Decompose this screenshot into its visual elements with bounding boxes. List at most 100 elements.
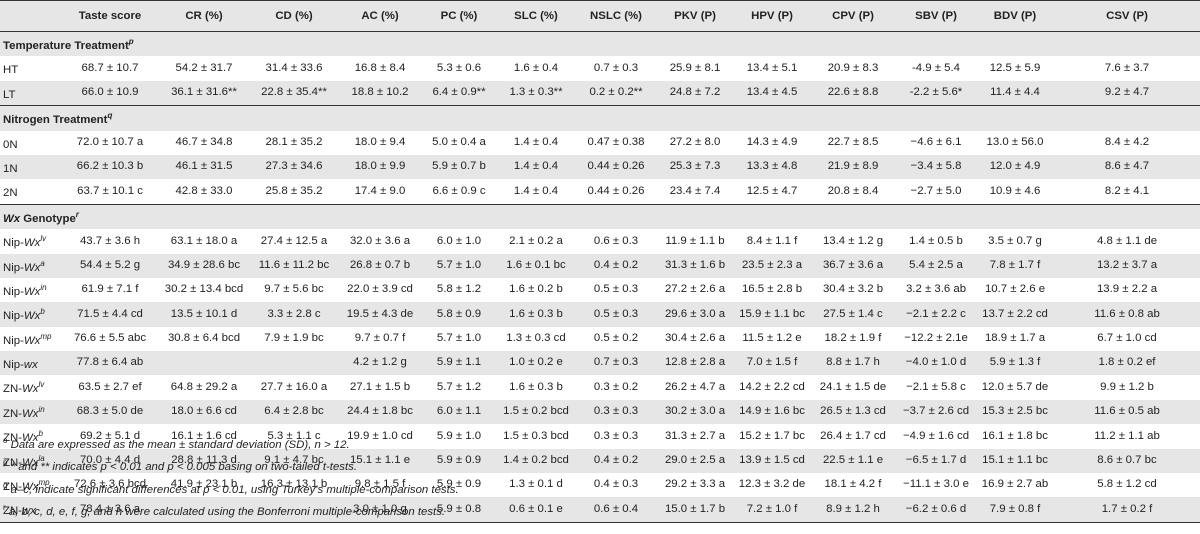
table-cell: 27.4 ± 12.5 a <box>260 234 328 247</box>
table-cell: 5.7 ± 1.0 <box>436 332 482 345</box>
table-cell: 20.8 ± 8.4 <box>810 179 896 205</box>
table-cell: 27.5 ± 1.4 c <box>810 302 896 327</box>
table-cell: 9.9 ± 1.2 b <box>1100 380 1154 393</box>
table-cell: 41.9 ± 23.1 b <box>170 478 238 491</box>
table-cell: −11.1 ± 3.0 e <box>903 478 969 491</box>
table-cell: 19.5 ± 4.3 de <box>338 302 422 327</box>
table-row: ZN-Wxin 68.3 ± 5.0 de 18.0 ± 6.6 cd 6.4 ± 2… <box>0 399 1200 425</box>
table-cell: 5.9 ± 0.7 b <box>422 154 496 180</box>
row-label-text: ZN-Wx <box>3 383 39 396</box>
header-cell: CSV (P) <box>1054 0 1200 32</box>
table-cell: 1.6 ± 0.4 <box>513 61 559 74</box>
table-cell: 26.5 ± 1.3 cd <box>810 399 896 425</box>
table-cell: 11.9 ± 1.1 b <box>665 234 725 247</box>
row-label-text: ZN-Wx <box>3 480 39 493</box>
table-cell: 11.5 ± 1.2 e <box>742 332 802 345</box>
table-cell: 27.3 ± 34.6 <box>250 154 338 180</box>
table-row: Nip-Wxin 61.9 ± 7.1 f 30.2 ± 13.4 bcd 9.7 ±… <box>0 278 1200 302</box>
table-cell: 1.6 ± 0.2 b <box>509 283 563 296</box>
section-title: Temperature Treatmentp <box>0 31 1200 57</box>
table-cell: 30.4 ± 3.2 b <box>822 283 884 296</box>
table-cell: 10.9 ± 4.6 <box>976 179 1054 205</box>
table-cell: 54.2 ± 31.7 <box>175 61 233 74</box>
row-label: Nip-Wxmp <box>0 327 62 351</box>
row-label: HT <box>0 56 62 80</box>
table-cell: 6.0 ± 1.0 <box>436 234 482 247</box>
header-cell: CPV (P) <box>810 0 896 32</box>
table-cell: 1.3 ± 0.3** <box>496 80 576 107</box>
table-cell: 1.6 ± 0.1 bc <box>496 253 576 278</box>
table-cell: 78.4 ± 3.6 a <box>62 497 158 523</box>
table-cell: 31.4 ± 33.6 <box>265 61 323 74</box>
table-cell: 19.9 ± 1.0 cd <box>347 429 413 442</box>
table-cell: 0.7 ± 0.3 <box>576 351 656 376</box>
table-cell: 6.6 ± 0.9 c <box>422 179 496 205</box>
table-cell: −4.0 ± 1.0 d <box>896 351 976 376</box>
table-cell: 0.5 ± 0.3 <box>576 302 656 327</box>
section-title-superscript: p <box>128 37 134 46</box>
table-cell: 3.0 ± 1.0 g <box>338 497 422 523</box>
table-cell: 0.4 ± 0.2 <box>576 448 656 474</box>
header-cell: BDV (P) <box>976 0 1054 32</box>
table-cell: 29.0 ± 2.5 a <box>656 448 734 474</box>
data-table: Taste score CR (%) CD (%) AC (%) PC (%) SLC (… <box>0 0 1200 523</box>
table-cell: 6.7 ± 1.0 cd <box>1097 332 1157 345</box>
table-cell: 16.9 ± 2.7 ab <box>981 478 1049 491</box>
table-cell: 16.5 ± 2.8 b <box>741 283 803 296</box>
row-label-superscript: mp <box>38 478 50 488</box>
table-cell: 16.1 ± 1.6 cd <box>171 429 237 442</box>
table-cell: 30.2 ± 3.0 a <box>656 399 734 425</box>
table-cell: 2.1 ± 0.2 a <box>509 234 563 247</box>
table-cell: 4.2 ± 1.2 g <box>338 351 422 376</box>
table-cell: 21.9 ± 8.9 <box>810 154 896 180</box>
table-cell: 5.8 ± 1.2 <box>436 283 482 296</box>
table-cell: 5.9 ± 0.9 <box>436 478 482 491</box>
footnote: p * and ** indicates p < 0.01 and p < 0.… <box>3 454 459 476</box>
row-label: ZN-wx <box>0 497 62 523</box>
table-cell: 4.8 ± 1.1 de <box>1096 234 1158 247</box>
table-cell: 18.8 ± 10.2 <box>338 80 422 107</box>
table-body: Temperature Treatmentp HT 68.7 ± 10.7 54.2 … <box>0 31 1200 523</box>
table-cell: 1.4 ± 0.5 b <box>909 234 963 247</box>
footnote-text: a–c, indicate significant differences at… <box>10 483 459 496</box>
table-cell: −2.1 ± 5.8 c <box>906 380 966 393</box>
table-cell: −6.2 ± 0.6 d <box>896 497 976 523</box>
table-cell: −2.7 ± 5.0 <box>896 179 976 205</box>
table-cell <box>158 351 250 376</box>
section-title: Wx Genotyper <box>0 204 1200 230</box>
table-cell: 0.3 ± 0.2 <box>593 380 639 393</box>
row-label: ZN-Wxlv <box>0 375 62 399</box>
footnote-text: a, b, c, d, e, f, g, and h were calculat… <box>8 505 446 518</box>
table-cell: 22.7 ± 8.5 <box>827 135 879 148</box>
table-cell: −6.5 ± 1.7 d <box>896 448 976 474</box>
table-cell: 63.1 ± 18.0 a <box>170 234 238 247</box>
table-cell: 13.9 ± 2.2 a <box>1096 283 1158 296</box>
table-cell: 5.9 ± 0.9 <box>422 448 496 474</box>
table-cell: 54.4 ± 5.2 g <box>62 253 158 278</box>
table-cell: 0.6 ± 0.1 e <box>496 497 576 523</box>
row-label: Nip-Wxa <box>0 253 62 278</box>
table-cell: 18.0 ± 9.4 <box>354 135 406 148</box>
footnote-mark: r <box>3 502 6 512</box>
table-cell: 27.2 ± 8.0 <box>669 135 721 148</box>
table-cell: 12.5 ± 4.7 <box>734 179 810 205</box>
table-cell: 23.5 ± 2.3 a <box>734 253 810 278</box>
header-cell: CR (%) <box>158 0 250 32</box>
row-label-text: Nip-Wx <box>3 310 41 323</box>
table-row: ZN-wx 78.4 ± 3.6 a 3.0 ± 1.0 g 5.9 ± 0.8 0.6… <box>0 497 1200 523</box>
table-cell: 76.6 ± 5.5 abc <box>73 332 147 345</box>
table-cell: 29.2 ± 3.3 a <box>664 478 726 491</box>
header-cell: HPV (P) <box>734 0 810 32</box>
row-label: Nip-Wxb <box>0 302 62 327</box>
table-cell: 11.2 ± 1.1 ab <box>1094 429 1160 442</box>
footnote-mark: o <box>3 436 8 445</box>
table-cell: 11.6 ± 0.8 ab <box>1054 302 1200 327</box>
table-cell: 0.2 ± 0.2** <box>576 80 656 107</box>
table-cell: 15.2 ± 1.7 bc <box>739 429 805 442</box>
table-cell: 61.9 ± 7.1 f <box>81 283 139 296</box>
table-cell: 26.8 ± 0.7 b <box>338 253 422 278</box>
row-label-text: Nip-Wx <box>3 334 41 347</box>
table-cell: 5.9 ± 1.1 <box>422 351 496 376</box>
table-cell: 7.9 ± 0.8 f <box>976 497 1054 523</box>
table-cell: 8.6 ± 0.7 bc <box>1054 448 1200 474</box>
